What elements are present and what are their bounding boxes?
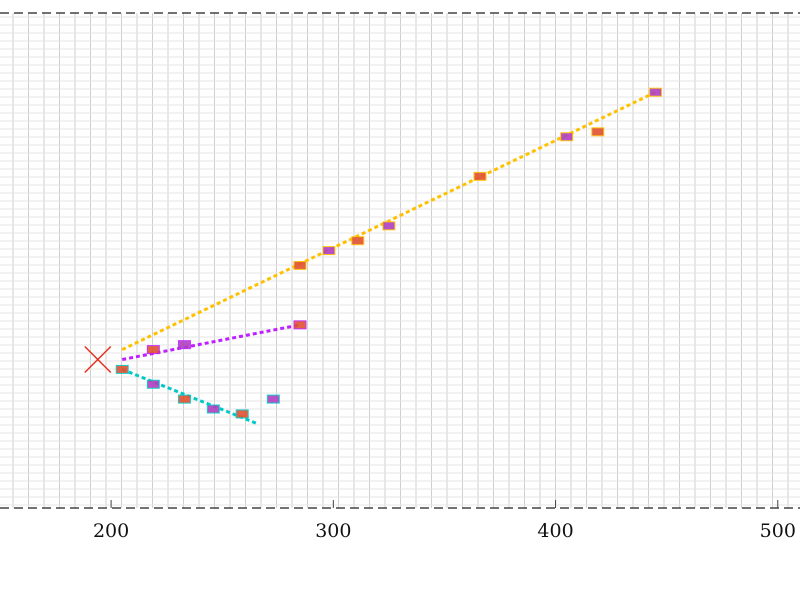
data-point [235,409,249,419]
x-tick-label: 300 [315,520,351,542]
data-point [649,87,663,97]
data-point [293,260,307,270]
x-tick-label: 500 [760,520,796,542]
data-point [146,345,160,355]
x-tick-label: 400 [537,520,573,542]
start-marker-icon [84,345,112,374]
start-marker-stroke [84,345,112,374]
series-2 [115,364,280,426]
data-point [177,394,191,404]
data-point [146,379,160,389]
series-line [121,90,657,351]
data-point [115,364,129,374]
grid-layer [0,13,800,508]
data-point [591,127,605,137]
data-point [473,171,487,181]
data-point [177,340,191,350]
x-axis-ticks: 200 300 400 500 [93,500,796,542]
data-point [382,221,396,231]
x-tick-label: 200 [93,520,129,542]
series-layer [84,87,663,426]
data-point [560,132,574,142]
data-point [351,236,365,246]
data-point [322,246,336,256]
data-point [293,320,307,330]
plot-frame [0,12,800,509]
data-point [206,404,220,414]
series-0 [121,87,663,351]
series-1 [121,320,307,361]
data-point [266,394,280,404]
series-line [121,323,301,361]
